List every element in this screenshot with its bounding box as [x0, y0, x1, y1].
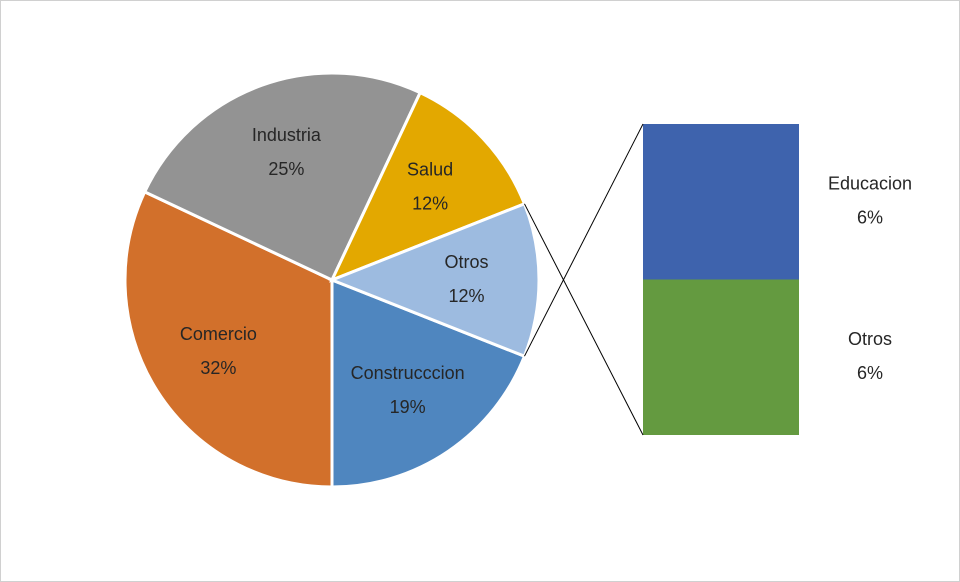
slice-value-label: 25% — [268, 159, 304, 179]
pie-slice — [123, 189, 334, 489]
slice-value-label: 12% — [449, 286, 485, 306]
pie-slice — [329, 90, 527, 283]
bar-value-label: 6% — [857, 363, 883, 383]
slice-label: Comercio — [180, 324, 257, 344]
slice-value-label: 19% — [390, 397, 426, 417]
bar-label: Otros — [848, 329, 892, 349]
slice-value-label: 12% — [412, 194, 448, 214]
connector-line — [524, 123, 644, 357]
bar-segment — [643, 124, 799, 280]
bar-value-label: 6% — [857, 208, 883, 228]
bar-label: Educacion — [828, 174, 912, 194]
slice-label: Otros — [445, 252, 489, 272]
slice-label: Industria — [252, 125, 322, 145]
pie-slice — [142, 71, 423, 282]
connector-line — [524, 203, 644, 436]
pie-slice — [330, 277, 527, 489]
pie-slice — [327, 201, 541, 359]
slice-label: Construcccion — [351, 363, 465, 383]
slice-label: Salud — [407, 160, 453, 180]
bar-segment — [643, 279, 799, 435]
slice-value-label: 32% — [200, 358, 236, 378]
